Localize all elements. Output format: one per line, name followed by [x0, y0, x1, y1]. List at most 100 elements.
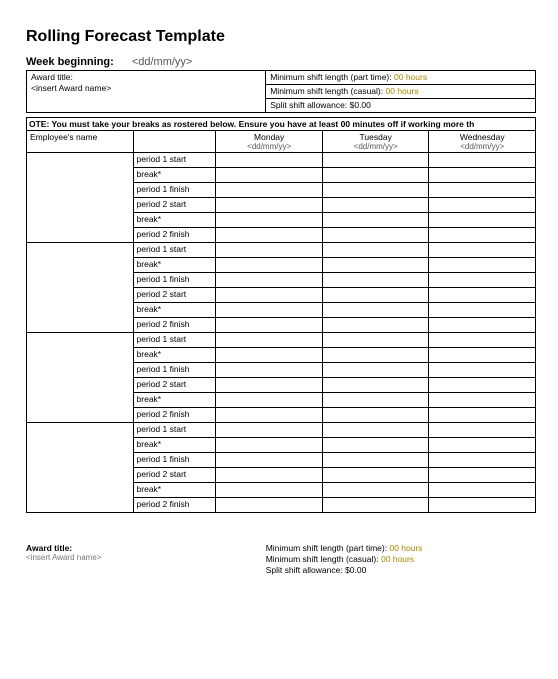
period-label-cell: period 1 start	[133, 423, 216, 438]
note-bar: OTE: You must take your breaks as roster…	[26, 117, 536, 130]
shift-cell[interactable]	[216, 483, 323, 498]
shift-cell[interactable]	[322, 348, 429, 363]
shift-cell[interactable]	[322, 273, 429, 288]
shift-cell[interactable]	[429, 468, 536, 483]
shift-cell[interactable]	[216, 228, 323, 243]
shift-cell[interactable]	[216, 393, 323, 408]
shift-cell[interactable]	[322, 393, 429, 408]
shift-cell[interactable]	[429, 498, 536, 513]
roster-grid: Employee's name Monday <dd/mm/yy> Tuesda…	[26, 130, 536, 513]
week-row: Week beginning: <dd/mm/yy>	[26, 56, 536, 68]
shift-cell[interactable]	[216, 378, 323, 393]
shift-cell[interactable]	[216, 213, 323, 228]
week-value: <dd/mm/yy>	[132, 56, 193, 68]
shift-cell[interactable]	[429, 438, 536, 453]
period-label-cell: period 2 finish	[133, 318, 216, 333]
shift-cell[interactable]	[216, 318, 323, 333]
shift-cell[interactable]	[429, 348, 536, 363]
shift-cell[interactable]	[322, 228, 429, 243]
shift-cell[interactable]	[216, 438, 323, 453]
shift-cell[interactable]	[216, 468, 323, 483]
shift-cell[interactable]	[216, 168, 323, 183]
shift-cell[interactable]	[216, 198, 323, 213]
shift-cell[interactable]	[216, 498, 323, 513]
shift-cell[interactable]	[216, 363, 323, 378]
shift-cell[interactable]	[322, 498, 429, 513]
shift-cell[interactable]	[322, 363, 429, 378]
shift-cell[interactable]	[322, 333, 429, 348]
shift-cell[interactable]	[429, 213, 536, 228]
grid-header-row: Employee's name Monday <dd/mm/yy> Tuesda…	[27, 131, 536, 153]
shift-cell[interactable]	[429, 168, 536, 183]
shift-cell[interactable]	[429, 243, 536, 258]
shift-cell[interactable]	[429, 153, 536, 168]
shift-cell[interactable]	[322, 258, 429, 273]
employee-name-cell[interactable]	[27, 243, 134, 333]
shift-cell[interactable]	[216, 408, 323, 423]
page-title: Rolling Forecast Template	[26, 28, 536, 46]
shift-cell[interactable]	[429, 183, 536, 198]
shift-cell[interactable]	[429, 378, 536, 393]
min-part-label: Minimum shift length (part time):	[270, 72, 391, 82]
employee-name-cell[interactable]	[27, 423, 134, 513]
min-casual-value: 00 hours	[386, 86, 419, 96]
shift-cell[interactable]	[216, 288, 323, 303]
meta-top-split: Split shift allowance: $0.00	[266, 99, 536, 113]
shift-cell[interactable]	[322, 468, 429, 483]
period-header	[133, 131, 216, 153]
shift-cell[interactable]	[429, 333, 536, 348]
shift-cell[interactable]	[216, 243, 323, 258]
period-label-cell: period 1 start	[133, 153, 216, 168]
meta-top-left-cell: Award title: <insert Award name>	[27, 71, 266, 113]
shift-cell[interactable]	[429, 483, 536, 498]
shift-cell[interactable]	[322, 288, 429, 303]
employee-name-cell[interactable]	[27, 153, 134, 243]
shift-cell[interactable]	[322, 198, 429, 213]
shift-cell[interactable]	[322, 453, 429, 468]
shift-cell[interactable]	[216, 183, 323, 198]
shift-cell[interactable]	[429, 393, 536, 408]
shift-cell[interactable]	[429, 453, 536, 468]
employee-name-cell[interactable]	[27, 333, 134, 423]
shift-cell[interactable]	[216, 423, 323, 438]
shift-cell[interactable]	[429, 363, 536, 378]
shift-cell[interactable]	[429, 273, 536, 288]
shift-cell[interactable]	[322, 243, 429, 258]
award-title-value: <insert Award name>	[31, 83, 111, 93]
shift-cell[interactable]	[322, 408, 429, 423]
shift-cell[interactable]	[322, 318, 429, 333]
shift-cell[interactable]	[216, 303, 323, 318]
shift-cell[interactable]	[322, 303, 429, 318]
shift-cell[interactable]	[322, 213, 429, 228]
shift-cell[interactable]	[322, 483, 429, 498]
shift-cell[interactable]	[429, 228, 536, 243]
shift-cell[interactable]	[429, 423, 536, 438]
shift-cell[interactable]	[429, 303, 536, 318]
shift-cell[interactable]	[429, 288, 536, 303]
day-header-0: Monday <dd/mm/yy>	[216, 131, 323, 153]
shift-cell[interactable]	[322, 423, 429, 438]
shift-cell[interactable]	[429, 408, 536, 423]
period-label-cell: break*	[133, 213, 216, 228]
period-label-cell: period 1 finish	[133, 273, 216, 288]
shift-cell[interactable]	[216, 258, 323, 273]
shift-cell[interactable]	[322, 153, 429, 168]
shift-cell[interactable]	[216, 273, 323, 288]
shift-cell[interactable]	[322, 378, 429, 393]
shift-cell[interactable]	[216, 333, 323, 348]
shift-cell[interactable]	[429, 258, 536, 273]
shift-cell[interactable]	[429, 198, 536, 213]
shift-cell[interactable]	[429, 318, 536, 333]
shift-cell[interactable]	[216, 348, 323, 363]
period-label-cell: period 1 finish	[133, 363, 216, 378]
shift-cell[interactable]	[322, 183, 429, 198]
shift-cell[interactable]	[322, 438, 429, 453]
shift-cell[interactable]	[216, 453, 323, 468]
footer-award-value: <insert Award name>	[26, 553, 266, 562]
shift-cell[interactable]	[216, 153, 323, 168]
award-title-label: Award title:	[31, 72, 73, 82]
shift-cell[interactable]	[322, 168, 429, 183]
period-label-cell: break*	[133, 348, 216, 363]
meta-top-min-part: Minimum shift length (part time): 00 hou…	[266, 71, 536, 85]
period-label-cell: break*	[133, 483, 216, 498]
